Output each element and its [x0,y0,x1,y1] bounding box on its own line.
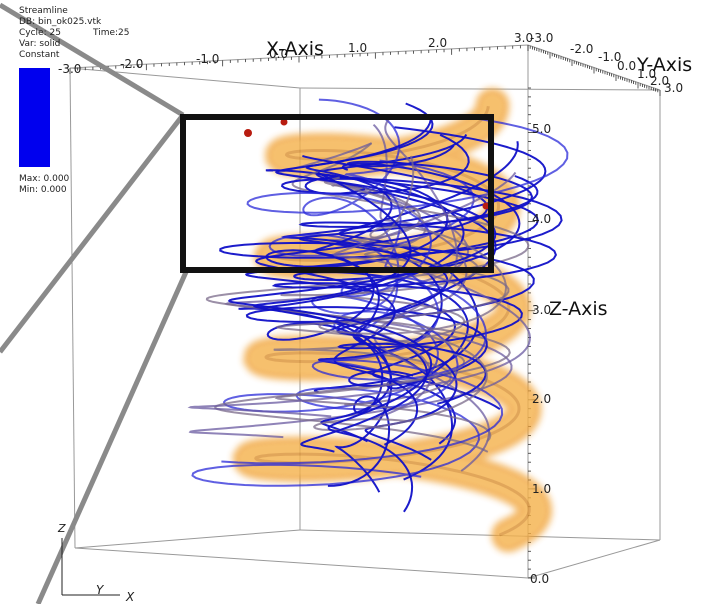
z-tick-label: 3.0 [532,303,551,317]
triad-y-label: Y [96,583,105,597]
streamline [273,184,479,406]
legend-cycle-label: Cycle: 25 [19,28,61,38]
z-tick-label: 5.0 [532,122,551,136]
legend-time-label: Time:25 [93,28,130,38]
triad-z-label: Z [57,522,66,535]
legend-max-label: Max: 0.000 [19,174,70,184]
streamline [271,145,558,405]
x-axis-tickmarks [69,45,529,74]
x-tick-label: -2.0 [120,57,143,71]
streamline [187,171,531,418]
zoom-leader-line-top [0,113,185,354]
y-tick-label: 1.0 [637,67,656,81]
x-tick-label: 3.0 [514,31,533,45]
streamline [332,123,468,421]
legend-db-label: DB: bin_ok025.vtk [19,17,102,27]
zoom-box[interactable] [180,114,494,273]
streamline [313,155,508,432]
zoom-leader-line-top-ext [0,2,185,118]
zoom-callout [0,2,494,604]
legend-constant-label: Constant [19,50,60,60]
z-axis-tick-labels: 0.0 1.0 2.0 3.0 4.0 5.0 [530,122,551,586]
streamlines [187,98,569,513]
y-tick-label: -3.0 [530,31,553,45]
y-tick-label: 2.0 [650,74,669,88]
z-tick-label: 0.0 [530,572,549,586]
legend-min-label: Min: 0.000 [19,185,67,195]
legend-var-label: Var: solid [19,39,61,49]
seed-points [244,118,490,210]
legend-plot-name: Streamline [19,6,68,16]
x-axis-tick-labels: -3.0 -2.0 -1.0 0.0 1.0 2.0 3.0 [58,31,533,76]
x-tick-label: 1.0 [348,41,367,55]
streamline [274,176,510,443]
legend-color-swatch [19,68,50,167]
axis-triad [61,538,120,596]
z-tick-label: 4.0 [532,212,551,226]
y-axis-tick-labels: -3.0 -2.0 -1.0 0.0 1.0 2.0 3.0 [530,31,683,95]
x-tick-label: -1.0 [196,52,219,66]
z-axis-title: Z-Axis [549,298,608,320]
x-tick-label: 2.0 [428,36,447,50]
seed-point [280,118,288,126]
streamline [253,171,428,453]
zoom-leader-line-bottom [35,270,189,604]
x-axis-title: X-Axis [266,38,324,60]
y-tick-label: -2.0 [570,42,593,56]
y-axis-title: Y-Axis [636,54,692,76]
streamline [227,114,497,513]
y-tick-label: 3.0 [664,81,683,95]
y-tick-label: 0.0 [617,59,636,73]
y-axis-tickmarks [527,45,661,96]
x-tick-label: 0.0 [269,47,288,61]
z-tick-label: 2.0 [532,392,551,406]
y-tick-label: -1.0 [598,50,621,64]
seed-point [482,202,490,210]
streamline [221,115,569,465]
x-tick-label: -3.0 [58,62,81,76]
triad-x-label: X [125,590,135,604]
seed-point [244,129,252,137]
z-tick-label: 1.0 [532,482,551,496]
